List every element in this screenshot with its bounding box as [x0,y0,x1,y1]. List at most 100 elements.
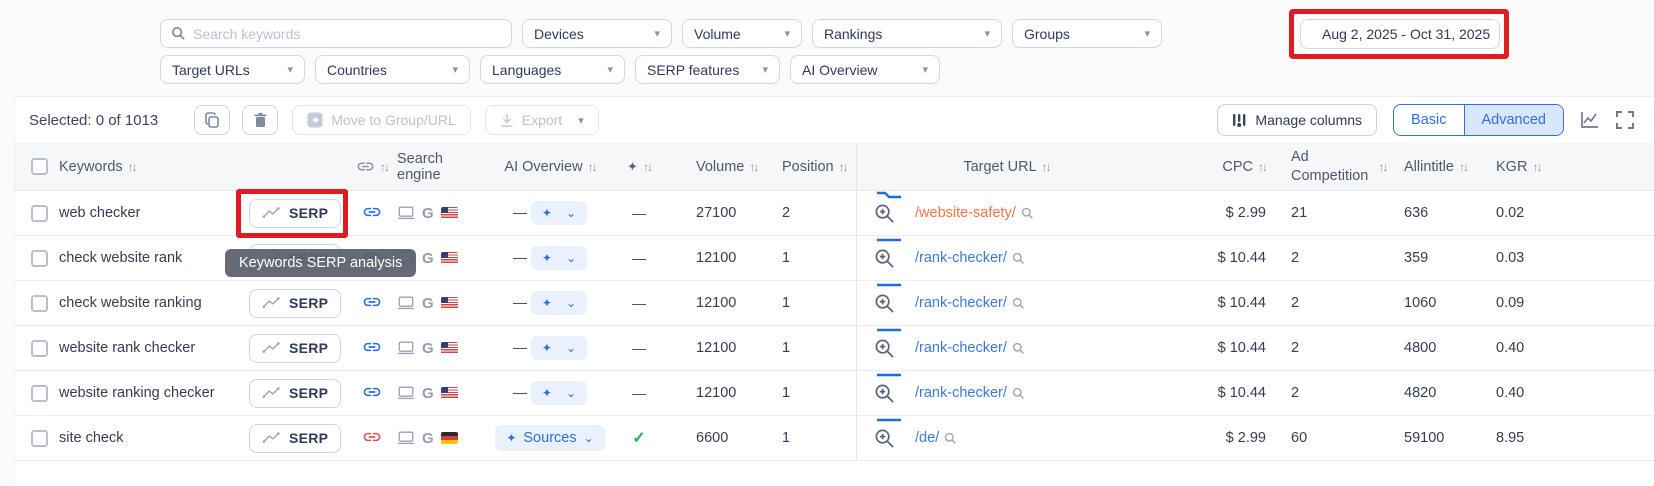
zoom-in-icon[interactable] [874,293,895,314]
ad-competition-cell: 2 [1291,340,1300,356]
country-flag [440,252,458,264]
target-url-link[interactable]: /rank-checker/ [915,295,1007,311]
sort-icon[interactable]: ↑↓ [749,159,759,174]
row-checkbox[interactable] [31,249,48,267]
sort-icon[interactable]: ↑↓ [1458,159,1469,174]
search-input[interactable] [193,25,501,42]
manage-columns-button[interactable]: Manage columns [1217,104,1378,136]
search-icon[interactable] [1012,387,1025,400]
desktop-icon [397,386,415,400]
ai-sources-button[interactable]: ✦ ⌄ [530,336,587,360]
volume-cell: 12100 [696,385,737,401]
serp-button[interactable]: SERP [249,288,342,318]
rankings-filter-dropdown[interactable]: Rankings ▾ [812,19,1002,48]
delete-button[interactable] [242,105,279,135]
zoom-in-icon[interactable] [874,248,895,269]
keyword-cell: web checker [59,205,141,221]
header-target-url[interactable]: Target URL ↑↓ [963,158,1052,175]
header-ad-competition[interactable]: Ad Competition ↑↓ [1291,149,1388,184]
target-url-link[interactable]: /de/ [915,430,940,446]
header-link[interactable]: ↑↓ [349,157,395,176]
fullscreen-button[interactable] [1616,111,1634,129]
header-position[interactable]: Position ↑↓ [782,158,849,175]
ai-sources-button[interactable]: ✦ ⌄ [530,291,587,315]
volume-filter-dropdown[interactable]: Volume ▾ [682,19,802,48]
serp-button[interactable]: SERP [249,333,342,363]
serp-button[interactable]: SERP [249,423,342,453]
target-url-link[interactable]: /rank-checker/ [915,250,1007,266]
country-flag [440,207,458,219]
sort-icon[interactable]: ↑↓ [1258,159,1268,174]
trend-icon [262,207,280,218]
row-checkbox[interactable] [31,429,48,447]
date-range-picker[interactable]: Aug 2, 2025 - Oct 31, 2025 [1289,9,1509,59]
sort-icon[interactable]: ↑↓ [1041,159,1052,174]
link-icon[interactable] [362,202,382,222]
sparkle-icon: ✦ [506,431,517,445]
ai-overview-filter-dropdown[interactable]: AI Overview ▾ [790,55,940,84]
link-icon[interactable] [362,427,382,447]
sort-icon[interactable]: ↑↓ [642,159,653,174]
row-checkbox[interactable] [31,204,48,222]
row-checkbox[interactable] [31,294,48,312]
search-icon[interactable] [1012,297,1025,310]
search-keywords-field[interactable] [160,19,512,48]
target-url-link[interactable]: /website-safety/ [915,205,1016,221]
cpc-cell: $ 2.99 [1225,205,1266,221]
serp-button[interactable]: SERP [249,198,342,228]
zoom-in-icon[interactable] [874,338,895,359]
ai-sources-button[interactable]: ✦ ⌄ [530,201,587,225]
zoom-in-icon[interactable] [874,383,895,404]
sort-icon[interactable]: ↑↓ [127,159,138,174]
google-icon: G [422,384,434,402]
country-flag [440,432,458,444]
link-icon[interactable] [362,382,382,402]
ai-sources-button[interactable]: ✦ ⌄ [530,246,587,270]
sort-icon[interactable]: ↑↓ [1378,159,1388,174]
serp-button[interactable]: SERP [249,378,342,408]
target-urls-filter-dropdown[interactable]: Target URLs ▾ [160,55,305,84]
target-url-link[interactable]: /rank-checker/ [915,340,1007,356]
serp-features-filter-dropdown[interactable]: SERP features ▾ [635,55,780,84]
header-volume[interactable]: Volume ↑↓ [696,158,759,175]
kgr-cell: 0.09 [1496,295,1525,311]
zoom-in-icon[interactable] [874,428,895,449]
devices-filter-dropdown[interactable]: Devices ▾ [522,19,672,48]
target-url-link[interactable]: /rank-checker/ [915,385,1007,401]
header-allintitle[interactable]: Allintitle ↑↓ [1404,158,1469,175]
search-icon[interactable] [944,432,957,445]
header-ai-badge[interactable]: ✦ ↑↓ [610,159,668,175]
header-ai-overview[interactable]: AI Overview ↑↓ [504,158,598,175]
countries-filter-dropdown[interactable]: Countries ▾ [315,55,470,84]
select-all-checkbox[interactable] [31,158,48,175]
ai-sources-button[interactable]: ✦ ⌄ [530,381,587,405]
move-to-group-button[interactable]: Move to Group/URL [292,105,471,135]
basic-view-tab[interactable]: Basic [1394,105,1464,135]
header-cpc[interactable]: CPC ↑↓ [1222,158,1268,175]
chart-view-button[interactable] [1580,111,1600,129]
search-icon[interactable] [1012,342,1025,355]
copy-button[interactable] [194,105,231,135]
sort-icon[interactable]: ↑↓ [1532,159,1542,174]
groups-filter-dropdown[interactable]: Groups ▾ [1012,19,1162,48]
row-checkbox[interactable] [31,384,48,402]
zoom-in-icon[interactable] [874,203,895,224]
search-icon[interactable] [1021,207,1034,220]
trend-icon [262,432,280,443]
link-icon[interactable] [362,292,382,312]
ai-sources-button[interactable]: ✦ Sources ⌄ [495,425,605,451]
advanced-view-tab[interactable]: Advanced [1463,105,1563,135]
sort-icon[interactable]: ↑↓ [587,159,598,174]
languages-filter-dropdown[interactable]: Languages ▾ [480,55,625,84]
search-icon[interactable] [1012,252,1025,265]
sort-icon[interactable]: ↑↓ [838,159,849,174]
export-button[interactable]: Export ▾ [484,105,599,135]
header-kgr[interactable]: KGR ↑↓ [1496,158,1542,175]
sort-icon[interactable]: ↑↓ [380,159,390,174]
chevron-down-icon: ▾ [654,28,660,40]
header-keywords[interactable]: Keywords ↑↓ [59,158,138,175]
position-cell: 2 [782,205,791,221]
link-icon[interactable] [362,337,382,357]
row-checkbox[interactable] [31,339,48,357]
position-cell: 1 [782,430,791,446]
